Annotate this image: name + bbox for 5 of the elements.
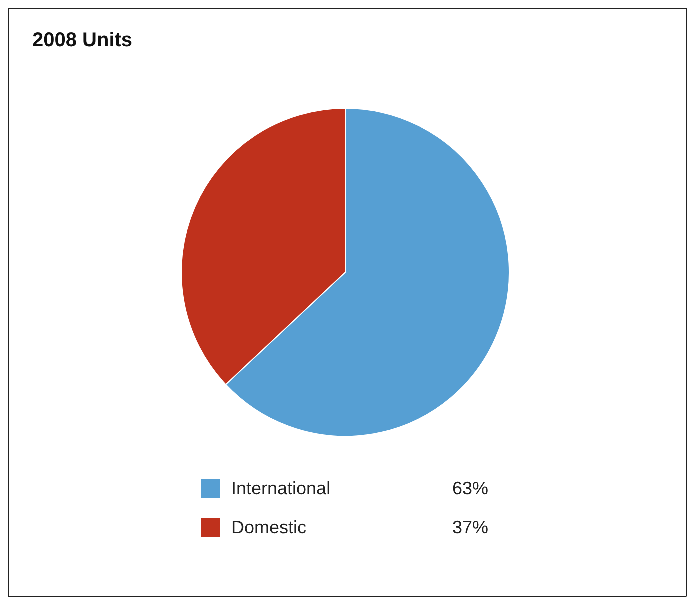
data-label: 63% xyxy=(452,478,489,498)
legend-label: Domestic xyxy=(232,518,307,538)
legend-label: International xyxy=(232,478,331,498)
chart-title: 2008 Units xyxy=(32,30,133,52)
data-label: 37% xyxy=(452,518,489,538)
